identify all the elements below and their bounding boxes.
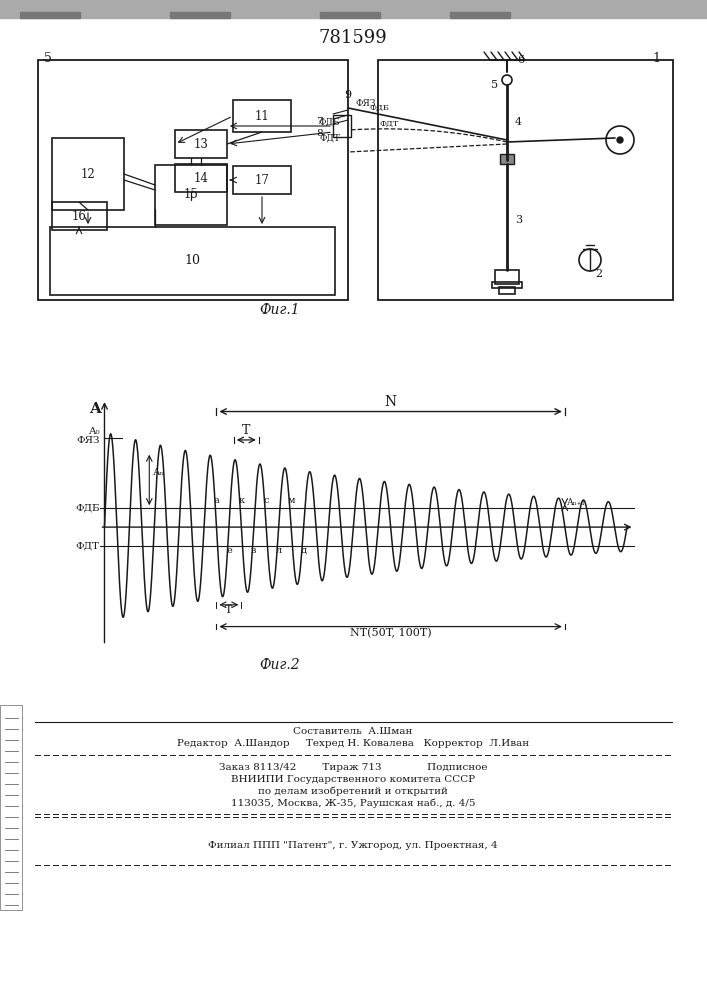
Text: 15: 15 bbox=[184, 188, 199, 202]
Text: Составитель  А.Шман: Составитель А.Шман bbox=[293, 728, 413, 736]
Text: по делам изобретений и открытий: по делам изобретений и открытий bbox=[258, 786, 448, 796]
Bar bbox=[175, 164, 227, 192]
Text: 5: 5 bbox=[44, 52, 52, 65]
Text: T: T bbox=[242, 424, 250, 437]
Text: N: N bbox=[385, 395, 397, 409]
Text: ФДБ: ФДБ bbox=[75, 504, 100, 513]
Text: 1: 1 bbox=[652, 52, 660, 65]
Bar bbox=[155, 165, 227, 225]
Bar bbox=[495, 270, 519, 284]
Text: ФЯЗ: ФЯЗ bbox=[76, 436, 100, 445]
Text: 16: 16 bbox=[71, 210, 86, 223]
Text: 4: 4 bbox=[515, 117, 522, 127]
Text: 781599: 781599 bbox=[319, 29, 387, 47]
Text: 3: 3 bbox=[515, 215, 522, 225]
Text: 11: 11 bbox=[255, 109, 269, 122]
Bar bbox=[500, 154, 514, 164]
Bar bbox=[52, 202, 107, 230]
Text: 113035, Москва, Ж-35, Раушская наб., д. 4/5: 113035, Москва, Ж-35, Раушская наб., д. … bbox=[230, 798, 475, 808]
Text: ФДБ: ФДБ bbox=[318, 117, 340, 126]
Text: ВНИИПИ Государственного комитета СССР: ВНИИПИ Государственного комитета СССР bbox=[231, 774, 475, 784]
Text: 8: 8 bbox=[316, 129, 323, 138]
Text: 6: 6 bbox=[517, 55, 524, 65]
Circle shape bbox=[617, 137, 623, 143]
Bar bbox=[333, 115, 351, 137]
Bar bbox=[233, 166, 291, 194]
Text: Редактор  А.Шандор     Техред Н. Ковалева   Корректор  Л.Иван: Редактор А.Шандор Техред Н. Ковалева Кор… bbox=[177, 740, 529, 748]
Text: Аₙ: Аₙ bbox=[153, 468, 165, 477]
Bar bbox=[0, 705, 22, 910]
Text: 14: 14 bbox=[194, 172, 209, 184]
Text: 10: 10 bbox=[184, 254, 200, 267]
Text: ФЯЗ: ФЯЗ bbox=[355, 100, 375, 108]
Bar bbox=[50, 227, 335, 295]
Bar bbox=[38, 60, 348, 300]
Text: 7: 7 bbox=[316, 117, 323, 126]
Bar bbox=[52, 138, 124, 210]
Bar bbox=[20, 12, 80, 18]
Text: 2: 2 bbox=[595, 269, 602, 279]
Text: A: A bbox=[89, 402, 101, 416]
Text: к: к bbox=[238, 496, 245, 505]
Text: Филиал ППП "Патент", г. Ужгород, ул. Проектная, 4: Филиал ППП "Патент", г. Ужгород, ул. Про… bbox=[208, 840, 498, 850]
Text: 13: 13 bbox=[194, 137, 209, 150]
Bar bbox=[450, 12, 510, 18]
Text: л: л bbox=[276, 546, 281, 555]
Text: T: T bbox=[226, 605, 233, 615]
Text: ФДБ: ФДБ bbox=[370, 104, 390, 112]
Text: A₀: A₀ bbox=[88, 427, 100, 436]
Bar bbox=[499, 287, 515, 294]
Text: ФДТ: ФДТ bbox=[319, 133, 340, 142]
Bar bbox=[175, 130, 227, 158]
Text: ФДТ: ФДТ bbox=[76, 542, 100, 551]
Text: Фиг.1: Фиг.1 bbox=[259, 303, 300, 317]
Bar bbox=[0, 0, 707, 18]
Bar bbox=[320, 12, 380, 18]
Text: м: м bbox=[287, 496, 295, 505]
Text: 12: 12 bbox=[81, 167, 95, 180]
Text: 17: 17 bbox=[255, 174, 269, 186]
Text: 9: 9 bbox=[344, 90, 351, 100]
Text: Фиг.2: Фиг.2 bbox=[259, 658, 300, 672]
Text: а: а bbox=[214, 496, 219, 505]
Text: Заказ 8113/42        Тираж 713              Подписное: Заказ 8113/42 Тираж 713 Подписное bbox=[218, 762, 487, 772]
Text: ФДТ: ФДТ bbox=[380, 120, 399, 128]
Text: 5: 5 bbox=[491, 80, 498, 90]
Bar bbox=[378, 60, 673, 300]
Text: NT(50T, 100T): NT(50T, 100T) bbox=[350, 628, 431, 638]
Bar bbox=[170, 12, 230, 18]
Bar bbox=[233, 100, 291, 132]
Text: в: в bbox=[251, 546, 257, 555]
Text: с: с bbox=[264, 496, 269, 505]
Text: е: е bbox=[226, 546, 232, 555]
Bar bbox=[492, 282, 522, 288]
Text: Аₙ₊₁: Аₙ₊₁ bbox=[567, 498, 586, 507]
Text: д: д bbox=[300, 546, 307, 555]
